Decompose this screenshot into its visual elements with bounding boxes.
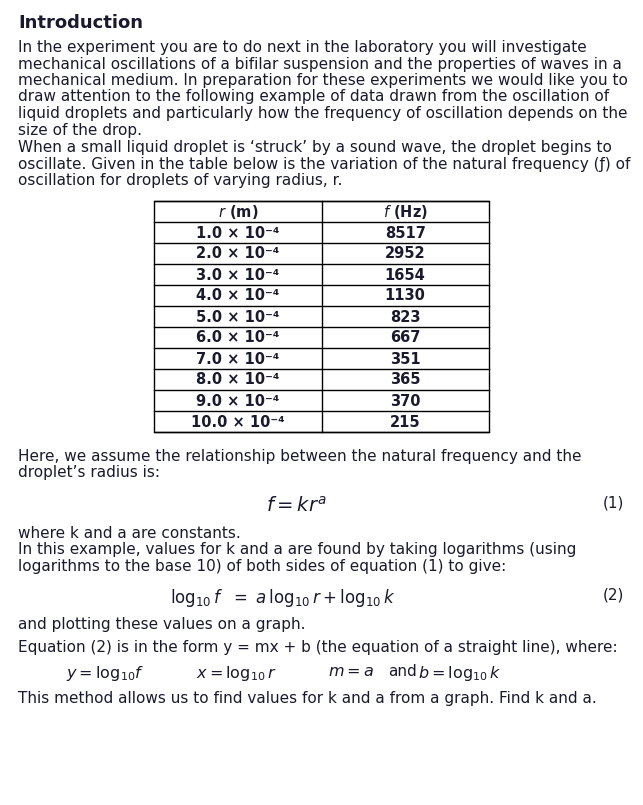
Text: 8.0 × 10⁻⁴: 8.0 × 10⁻⁴ bbox=[196, 373, 280, 387]
Text: 6.0 × 10⁻⁴: 6.0 × 10⁻⁴ bbox=[196, 331, 280, 345]
Text: 365: 365 bbox=[390, 373, 421, 387]
Text: size of the drop.: size of the drop. bbox=[18, 122, 142, 138]
Text: mechanical oscillations of a bifilar suspension and the properties of waves in a: mechanical oscillations of a bifilar sus… bbox=[18, 56, 622, 72]
Text: In this example, values for k and a are found by taking logarithms (using: In this example, values for k and a are … bbox=[18, 542, 576, 557]
Text: liquid droplets and particularly how the frequency of oscillation depends on the: liquid droplets and particularly how the… bbox=[18, 106, 628, 121]
Text: 351: 351 bbox=[390, 352, 421, 366]
Text: 5.0 × 10⁻⁴: 5.0 × 10⁻⁴ bbox=[196, 309, 280, 324]
Text: 7.0 × 10⁻⁴: 7.0 × 10⁻⁴ bbox=[196, 352, 280, 366]
Text: $f$ (Hz): $f$ (Hz) bbox=[383, 203, 428, 221]
Text: 4.0 × 10⁻⁴: 4.0 × 10⁻⁴ bbox=[196, 288, 280, 303]
Text: 1130: 1130 bbox=[385, 288, 426, 303]
Text: When a small liquid droplet is ‘struck’ by a sound wave, the droplet begins to: When a small liquid droplet is ‘struck’ … bbox=[18, 140, 612, 155]
Text: $y = \log_{10}\!f$: $y = \log_{10}\!f$ bbox=[66, 664, 145, 683]
Text: $b = \log_{10}k$: $b = \log_{10}k$ bbox=[418, 664, 502, 683]
Text: 9.0 × 10⁻⁴: 9.0 × 10⁻⁴ bbox=[196, 394, 280, 408]
Text: 8517: 8517 bbox=[385, 225, 426, 241]
Text: $r$ (m): $r$ (m) bbox=[218, 203, 258, 221]
Text: (2): (2) bbox=[602, 587, 624, 602]
Text: Introduction: Introduction bbox=[18, 14, 143, 32]
Text: $\log_{10}f\ \ =\ a\,\log_{10}r + \log_{10}k$: $\log_{10}f\ \ =\ a\,\log_{10}r + \log_{… bbox=[170, 587, 395, 609]
Text: In the experiment you are to do next in the laboratory you will investigate: In the experiment you are to do next in … bbox=[18, 40, 587, 55]
Text: where k and a are constants.: where k and a are constants. bbox=[18, 526, 240, 540]
Text: Equation (2) is in the form y = mx + b (the equation of a straight line), where:: Equation (2) is in the form y = mx + b (… bbox=[18, 639, 618, 654]
Text: 370: 370 bbox=[390, 394, 421, 408]
Text: 1654: 1654 bbox=[385, 267, 426, 283]
Text: (1): (1) bbox=[602, 496, 624, 510]
Text: oscillation for droplets of varying radius, r.: oscillation for droplets of varying radi… bbox=[18, 173, 343, 188]
Text: $m = a$: $m = a$ bbox=[328, 664, 374, 679]
Text: droplet’s radius is:: droplet’s radius is: bbox=[18, 465, 160, 480]
Text: 667: 667 bbox=[390, 331, 421, 345]
Text: Here, we assume the relationship between the natural frequency and the: Here, we assume the relationship between… bbox=[18, 448, 581, 464]
Text: $f = kr^a$: $f = kr^a$ bbox=[266, 496, 326, 515]
Text: logarithms to the base 10) of both sides of equation (1) to give:: logarithms to the base 10) of both sides… bbox=[18, 559, 506, 573]
Text: draw attention to the following example of data drawn from the oscillation of: draw attention to the following example … bbox=[18, 89, 609, 105]
Text: 823: 823 bbox=[390, 309, 421, 324]
Text: 1.0 × 10⁻⁴: 1.0 × 10⁻⁴ bbox=[196, 225, 280, 241]
Text: 3.0 × 10⁻⁴: 3.0 × 10⁻⁴ bbox=[196, 267, 280, 283]
Text: mechanical medium. In preparation for these experiments we would like you to: mechanical medium. In preparation for th… bbox=[18, 73, 628, 88]
Text: and plotting these values on a graph.: and plotting these values on a graph. bbox=[18, 617, 305, 632]
Text: oscillate. Given in the table below is the variation of the natural frequency (ƒ: oscillate. Given in the table below is t… bbox=[18, 156, 630, 171]
Text: This method allows us to find values for k and a from a graph. Find k and a.: This method allows us to find values for… bbox=[18, 691, 597, 705]
Text: 2952: 2952 bbox=[385, 246, 426, 262]
Text: 2.0 × 10⁻⁴: 2.0 × 10⁻⁴ bbox=[196, 246, 280, 262]
Bar bbox=[154, 201, 489, 432]
Text: 215: 215 bbox=[390, 415, 421, 430]
Text: $x = \log_{10}r$: $x = \log_{10}r$ bbox=[196, 664, 276, 683]
Text: 10.0 × 10⁻⁴: 10.0 × 10⁻⁴ bbox=[191, 415, 285, 430]
Text: and: and bbox=[388, 664, 417, 679]
